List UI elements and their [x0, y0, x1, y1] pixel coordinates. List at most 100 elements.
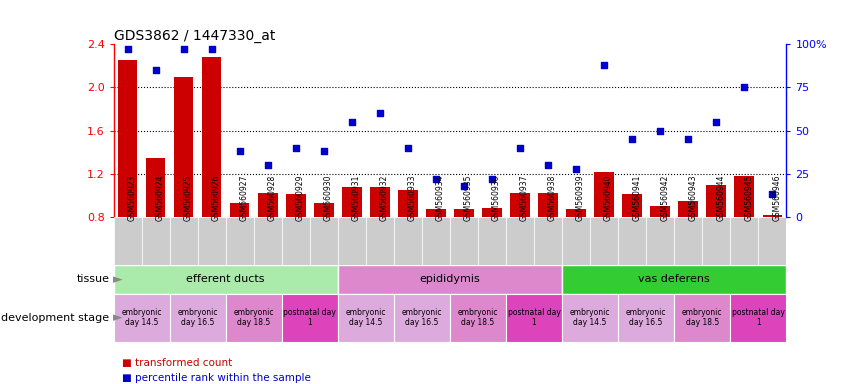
- Text: GSM560928: GSM560928: [267, 175, 277, 221]
- Bar: [706, 185, 726, 303]
- Text: GSM560938: GSM560938: [548, 174, 557, 221]
- Bar: [286, 194, 305, 303]
- Bar: [282, 294, 338, 342]
- Bar: [338, 265, 562, 294]
- Text: postnatal day
1: postnatal day 1: [508, 308, 560, 328]
- Point: [485, 176, 499, 182]
- Point: [373, 110, 387, 116]
- Text: GSM560925: GSM560925: [183, 174, 193, 221]
- Text: ►: ►: [109, 273, 123, 286]
- Point: [289, 145, 303, 151]
- Point: [513, 145, 526, 151]
- Text: GSM560931: GSM560931: [352, 174, 361, 221]
- Point: [569, 166, 583, 172]
- Text: ►: ►: [109, 311, 123, 324]
- Point: [401, 145, 415, 151]
- Bar: [450, 294, 506, 342]
- Bar: [366, 217, 394, 265]
- Point: [233, 148, 246, 154]
- Point: [429, 176, 442, 182]
- Text: tissue: tissue: [77, 274, 109, 285]
- Text: GSM560927: GSM560927: [240, 174, 249, 221]
- Text: efferent ducts: efferent ducts: [187, 274, 265, 285]
- Bar: [590, 217, 618, 265]
- Text: GSM560929: GSM560929: [296, 174, 304, 221]
- Bar: [174, 76, 193, 303]
- Bar: [118, 60, 137, 303]
- Text: GSM560945: GSM560945: [744, 174, 754, 221]
- Bar: [674, 294, 730, 342]
- Point: [458, 183, 471, 189]
- Text: GSM560941: GSM560941: [632, 174, 641, 221]
- Bar: [506, 217, 534, 265]
- Text: epididymis: epididymis: [420, 274, 480, 285]
- Bar: [730, 294, 786, 342]
- Bar: [562, 265, 786, 294]
- Bar: [394, 294, 450, 342]
- Point: [681, 136, 695, 142]
- Point: [177, 46, 190, 52]
- Text: embryonic
day 18.5: embryonic day 18.5: [682, 308, 722, 328]
- Text: GSM560940: GSM560940: [604, 174, 613, 221]
- Point: [738, 84, 751, 91]
- Bar: [338, 217, 366, 265]
- Bar: [258, 193, 278, 303]
- Bar: [763, 215, 782, 303]
- Text: GSM560926: GSM560926: [212, 174, 220, 221]
- Bar: [759, 217, 786, 265]
- Bar: [398, 190, 418, 303]
- Text: embryonic
day 14.5: embryonic day 14.5: [570, 308, 611, 328]
- Bar: [734, 176, 754, 303]
- Bar: [618, 217, 646, 265]
- Bar: [730, 217, 759, 265]
- Text: GSM560930: GSM560930: [324, 174, 333, 221]
- Bar: [230, 203, 250, 303]
- Bar: [426, 209, 446, 303]
- Text: development stage: development stage: [1, 313, 109, 323]
- Text: ■ transformed count: ■ transformed count: [122, 358, 232, 368]
- Bar: [618, 294, 674, 342]
- Bar: [170, 294, 225, 342]
- Bar: [309, 217, 338, 265]
- Bar: [422, 217, 450, 265]
- Text: embryonic
day 16.5: embryonic day 16.5: [402, 308, 442, 328]
- Bar: [510, 193, 530, 303]
- Text: GSM560924: GSM560924: [156, 174, 165, 221]
- Point: [765, 192, 779, 198]
- Text: GSM560946: GSM560946: [772, 174, 781, 221]
- Text: GSM560923: GSM560923: [128, 174, 136, 221]
- Text: postnatal day
1: postnatal day 1: [732, 308, 785, 328]
- Text: embryonic
day 14.5: embryonic day 14.5: [346, 308, 386, 328]
- Point: [542, 162, 555, 168]
- Bar: [562, 294, 618, 342]
- Point: [205, 46, 219, 52]
- Bar: [646, 217, 674, 265]
- Bar: [342, 187, 362, 303]
- Bar: [595, 172, 614, 303]
- Bar: [538, 193, 558, 303]
- Bar: [454, 209, 473, 303]
- Text: GSM560936: GSM560936: [492, 174, 501, 221]
- Point: [121, 46, 135, 52]
- Text: embryonic
day 18.5: embryonic day 18.5: [234, 308, 274, 328]
- Bar: [282, 217, 309, 265]
- Bar: [506, 294, 562, 342]
- Point: [261, 162, 274, 168]
- Bar: [145, 157, 166, 303]
- Bar: [622, 194, 642, 303]
- Text: vas deferens: vas deferens: [638, 274, 710, 285]
- Point: [345, 119, 358, 125]
- Bar: [702, 217, 730, 265]
- Bar: [679, 201, 698, 303]
- Bar: [202, 57, 221, 303]
- Bar: [566, 209, 586, 303]
- Bar: [225, 294, 282, 342]
- Bar: [114, 217, 141, 265]
- Bar: [674, 217, 702, 265]
- Text: GSM560933: GSM560933: [408, 174, 417, 221]
- Text: GSM560944: GSM560944: [717, 174, 725, 221]
- Bar: [338, 294, 394, 342]
- Point: [317, 148, 331, 154]
- Text: GSM560942: GSM560942: [660, 174, 669, 221]
- Text: embryonic
day 16.5: embryonic day 16.5: [177, 308, 218, 328]
